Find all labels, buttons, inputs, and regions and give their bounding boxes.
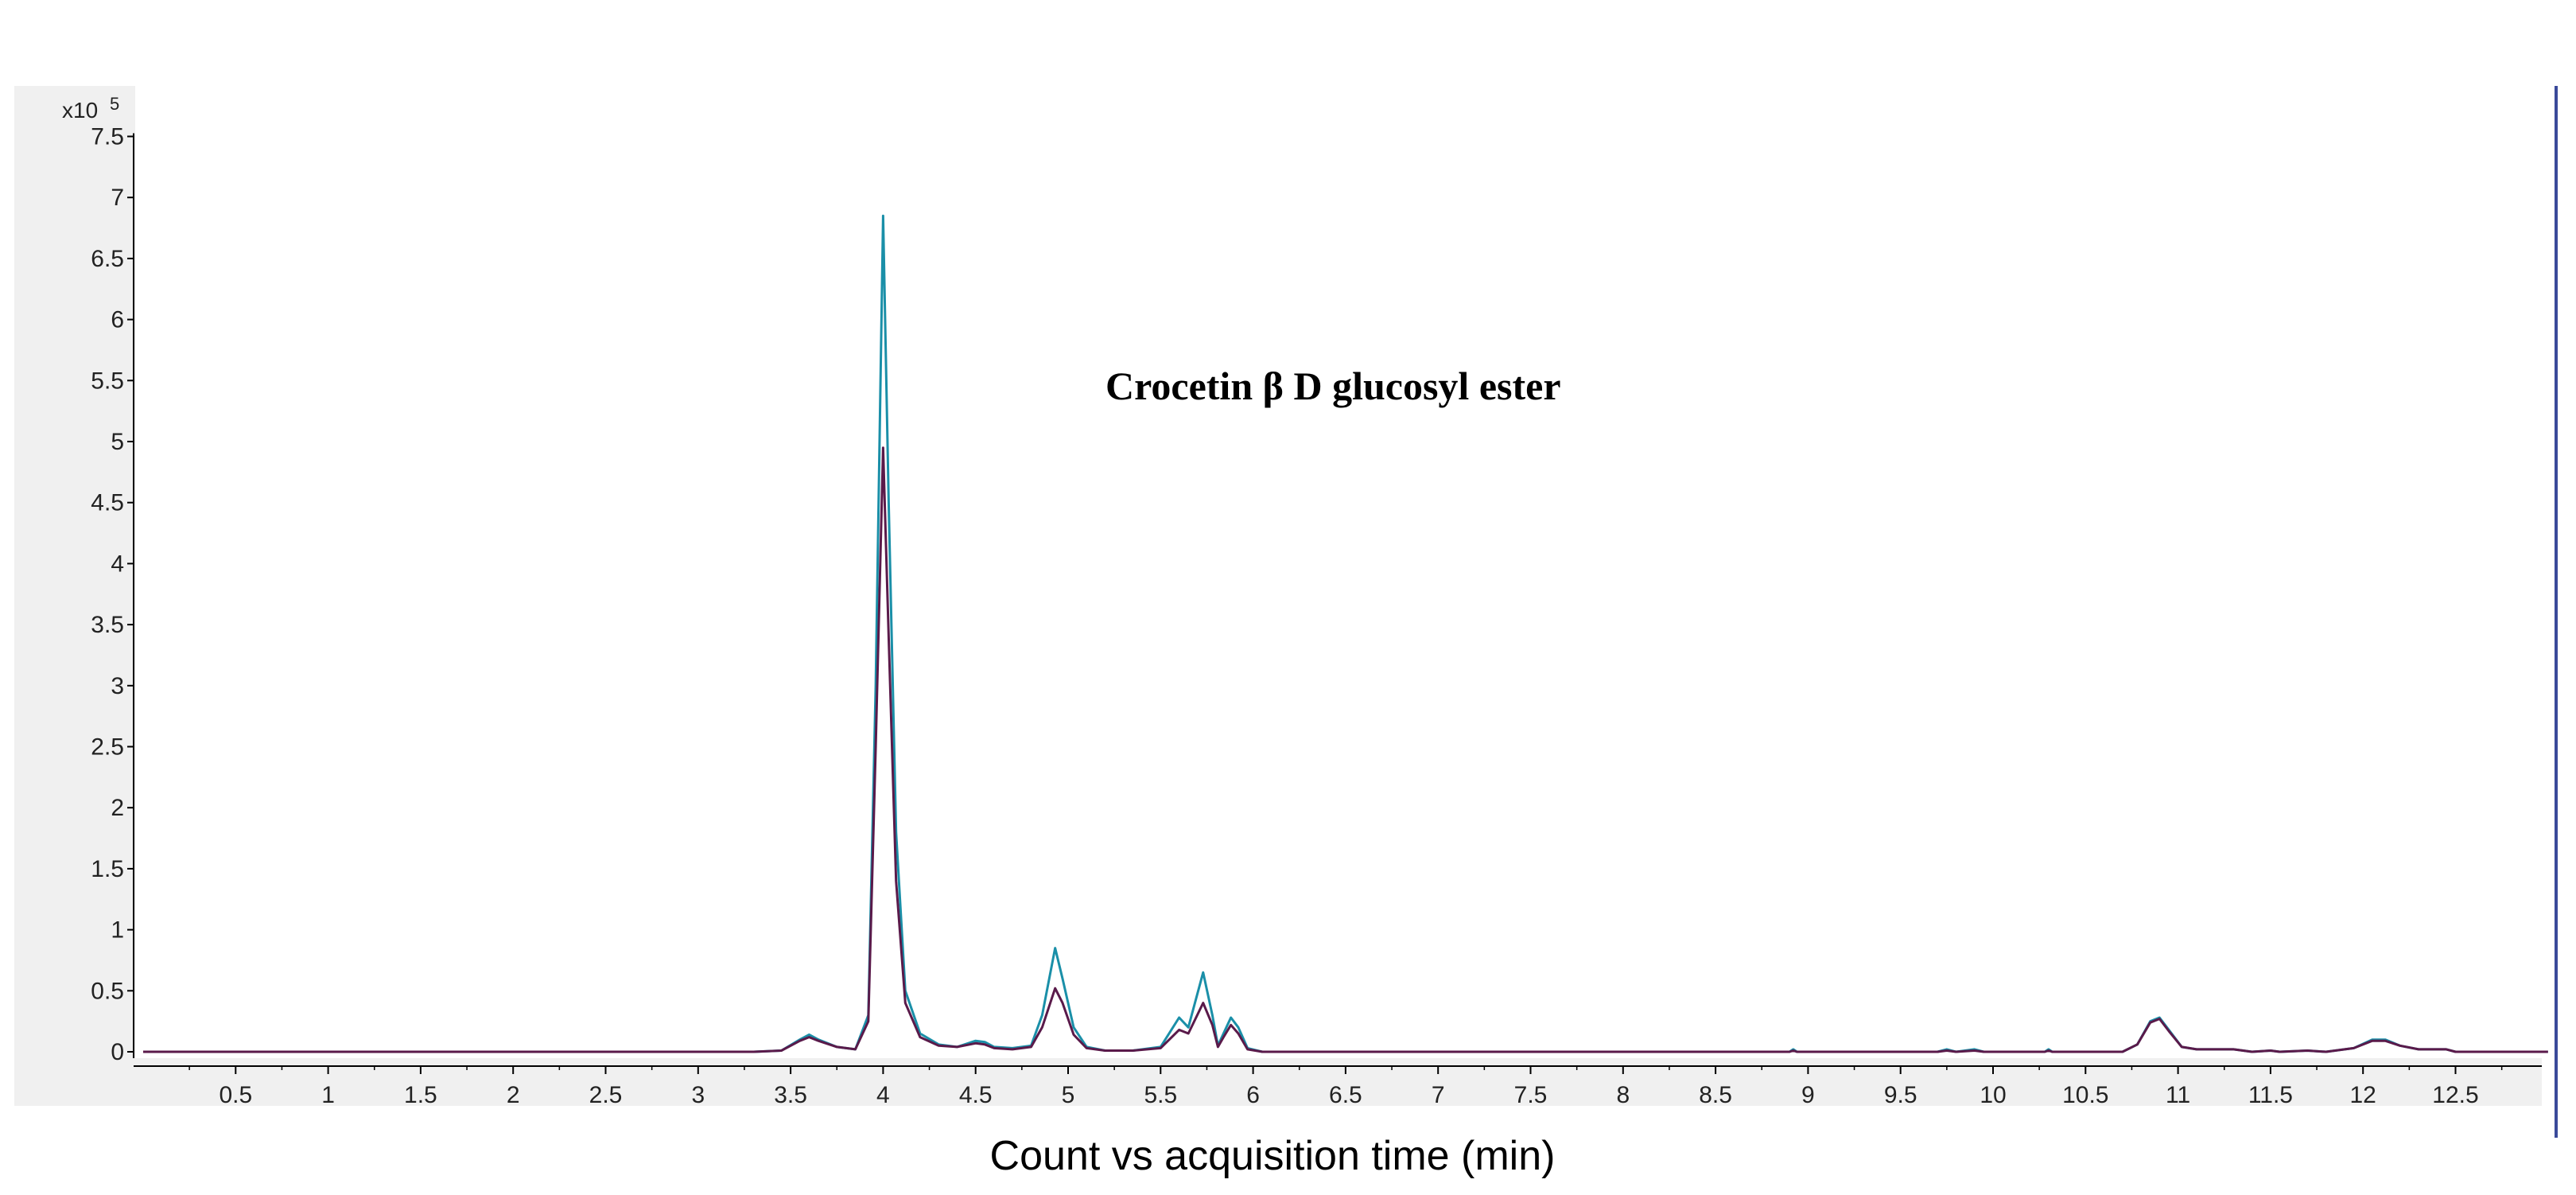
y-tick-label: 4.5 bbox=[91, 490, 124, 516]
axes-layer: 00.511.522.533.544.555.566.577.50.5 1 1.5 2… bbox=[91, 124, 2542, 1108]
x-tick-label: 9.5 bbox=[1884, 1082, 1917, 1108]
x-tick-label: 6.5 bbox=[1329, 1082, 1362, 1108]
y-tick-label: 5 bbox=[111, 429, 124, 455]
y-tick-label: 1 bbox=[111, 917, 124, 944]
x-tick-label: 12.5 bbox=[2432, 1082, 2478, 1108]
y-tick-label: 1.5 bbox=[91, 856, 124, 882]
x-tick-label: 8.5 bbox=[1699, 1082, 1732, 1108]
x-tick-label: 3 bbox=[691, 1082, 705, 1108]
x-tick-label: 2 bbox=[507, 1082, 520, 1108]
chart-annotation: Crocetin β D glucosyl ester bbox=[1105, 364, 1561, 408]
x-tick-label: 1.5 bbox=[404, 1082, 437, 1108]
x-tick-label: 10.5 bbox=[2062, 1082, 2108, 1108]
x-tick-label: 11 bbox=[2166, 1082, 2190, 1108]
x-tick-label: 1 bbox=[321, 1082, 335, 1108]
x-tick-label: 6 bbox=[1246, 1082, 1260, 1108]
x-tick-label: 5 bbox=[1062, 1082, 1075, 1108]
x-tick-label: 9 bbox=[1801, 1082, 1815, 1108]
y-tick-label: 0.5 bbox=[91, 978, 124, 1004]
x-tick-label: 0.5 bbox=[219, 1082, 252, 1108]
x-tick-label: 11.5 bbox=[2248, 1082, 2293, 1108]
x-tick-label: 2.5 bbox=[589, 1082, 623, 1108]
y-tick-label: 0 bbox=[111, 1039, 124, 1065]
x-tick-label: 4.5 bbox=[959, 1082, 993, 1108]
x-tick-label: 3.5 bbox=[774, 1082, 807, 1108]
y-tick-label: 4 bbox=[111, 551, 124, 577]
x-tick-label: 5.5 bbox=[1144, 1082, 1177, 1108]
y-multiplier-label: x10 bbox=[62, 98, 98, 123]
x-tick-label: 4 bbox=[876, 1082, 890, 1108]
y-tick-label: 3 bbox=[111, 673, 124, 699]
x-axis-label: Count vs acquisition time (min) bbox=[990, 1133, 1556, 1179]
y-tick-label: 2.5 bbox=[91, 734, 124, 761]
y-tick-label: 6 bbox=[111, 307, 124, 333]
y-tick-label: 7.5 bbox=[91, 124, 124, 150]
series-layer bbox=[143, 214, 2548, 1053]
y-multiplier-exponent: 5 bbox=[110, 94, 119, 114]
plot-area bbox=[135, 86, 2542, 1058]
y-tick-label: 6.5 bbox=[91, 246, 124, 272]
y-tick-label: 7 bbox=[111, 185, 124, 211]
y-tick-label: 3.5 bbox=[91, 612, 124, 638]
x-tick-label: 7 bbox=[1432, 1082, 1445, 1108]
series-line-2 bbox=[143, 446, 2548, 1053]
y-tick-label: 2 bbox=[111, 795, 124, 821]
x-tick-label: 7.5 bbox=[1514, 1082, 1548, 1108]
x-tick-label: 8 bbox=[1616, 1082, 1630, 1108]
y-tick-label: 5.5 bbox=[91, 368, 124, 394]
x-tick-label: 12 bbox=[2350, 1082, 2376, 1108]
x-tick-label: 10 bbox=[1980, 1082, 2006, 1108]
